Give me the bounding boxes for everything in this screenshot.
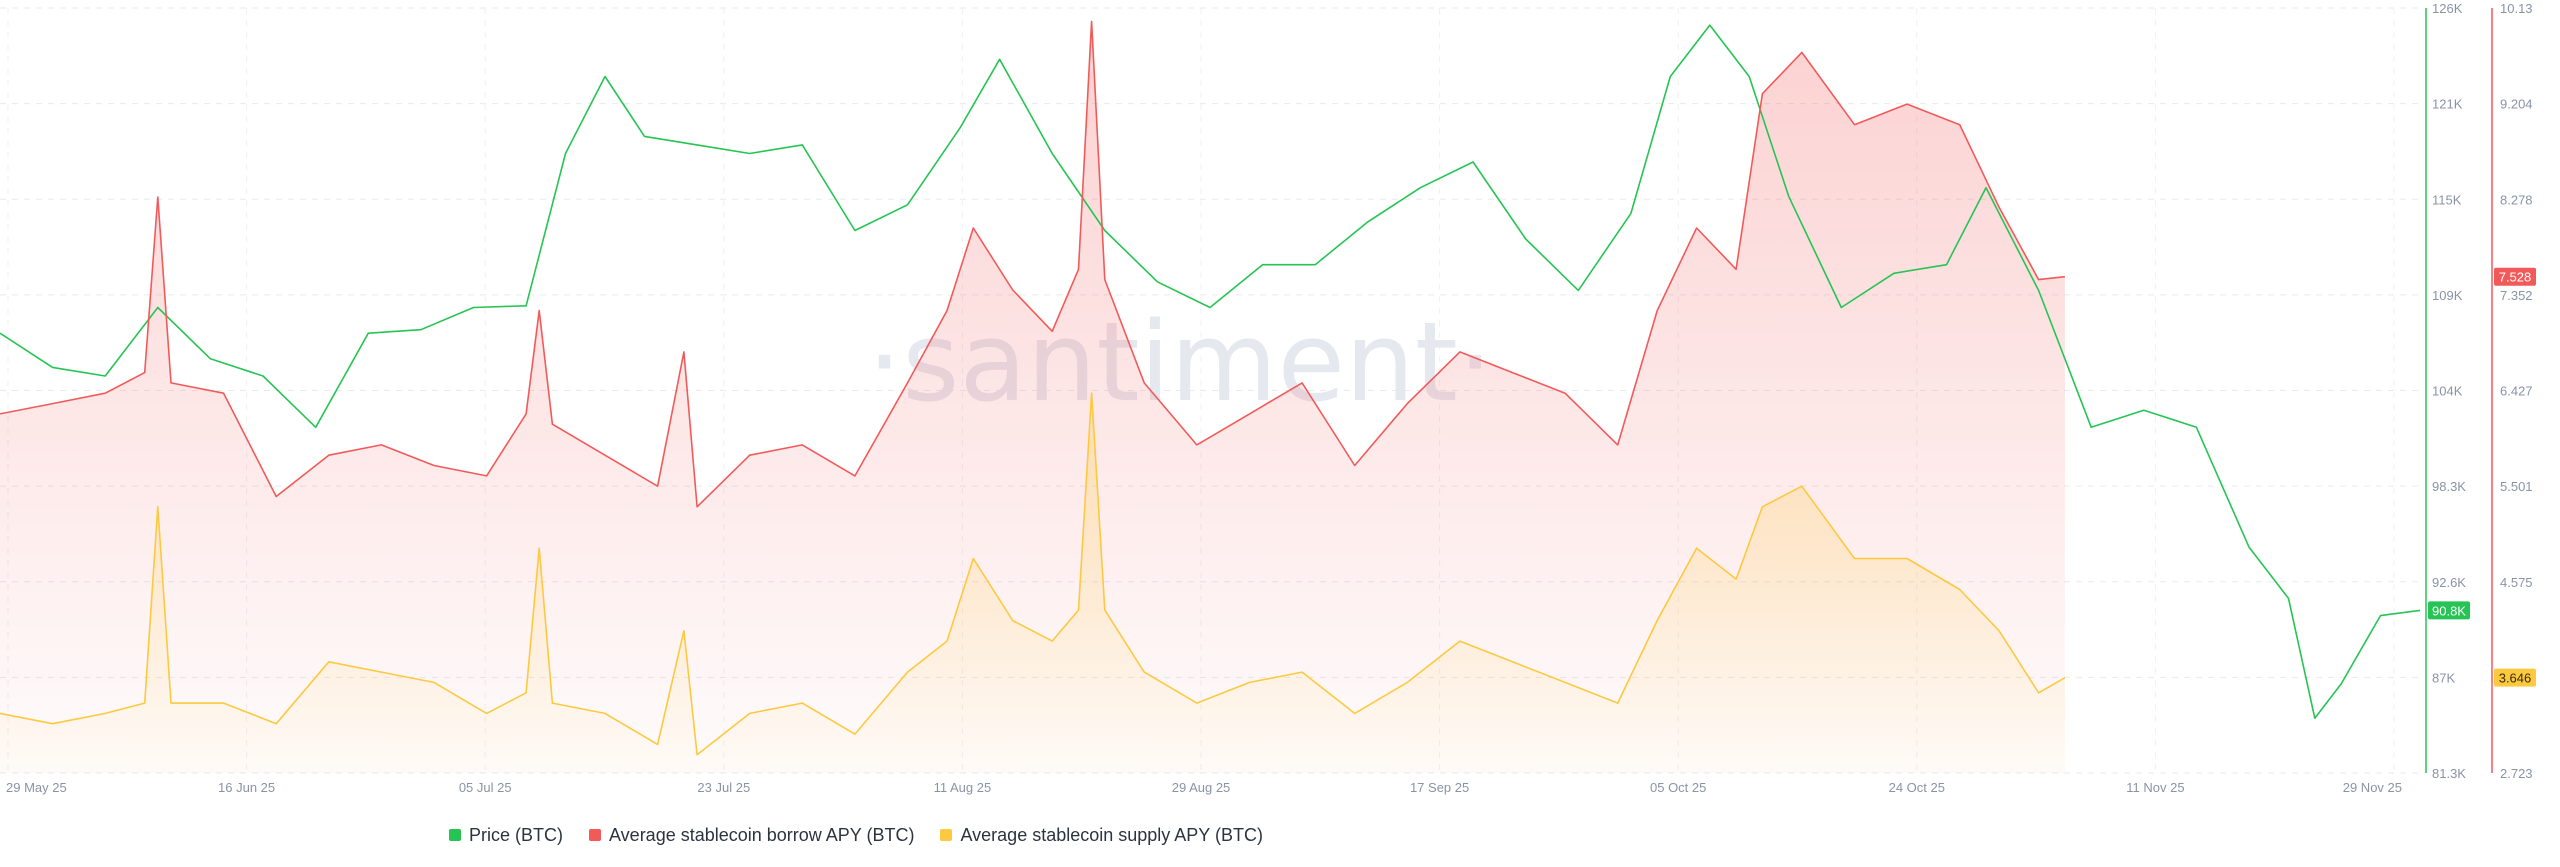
x-tick-label: 11 Aug 25 bbox=[934, 780, 992, 795]
price-tick-label: 104K bbox=[2432, 384, 2463, 399]
x-tick-label: 29 Nov 25 bbox=[2343, 780, 2402, 795]
legend: Price (BTC) Average stablecoin borrow AP… bbox=[0, 822, 1712, 848]
supply-apy-last-value-tag-bg bbox=[2494, 668, 2536, 687]
price-tick-label: 81.3K bbox=[2432, 766, 2466, 781]
borrow-apy-line bbox=[0, 20, 2065, 508]
apy-tick-label: 8.278 bbox=[2500, 192, 2533, 207]
x-tick-label: 11 Nov 25 bbox=[2126, 780, 2184, 795]
legend-swatch-borrow-apy bbox=[589, 829, 601, 841]
apy-tick-label: 7.352 bbox=[2500, 288, 2533, 303]
y-axis-ticks: 126K 121K 115K 109K 104K 98.3K 92.6K 87K 81.3K 10… bbox=[2432, 1, 2533, 781]
x-tick-label: 24 Oct 25 bbox=[1889, 780, 1945, 795]
legend-item-borrow-apy[interactable]: Average stablecoin borrow APY (BTC) bbox=[589, 825, 914, 846]
price-line bbox=[0, 24, 2421, 719]
legend-item-supply-apy[interactable]: Average stablecoin supply APY (BTC) bbox=[940, 825, 1263, 846]
borrow-apy-last-value-tag-text: 7.528 bbox=[2499, 270, 2532, 285]
x-axis-ticks: 29 May 25 16 Jun 25 05 Jul 25 23 Jul 25 11 A… bbox=[6, 780, 2402, 795]
borrow-apy-area bbox=[0, 21, 2065, 773]
last-value-tags: 90.8K 7.528 3.646 bbox=[2428, 267, 2536, 687]
axes bbox=[2425, 8, 2493, 773]
legend-swatch-price bbox=[449, 829, 461, 841]
legend-item-price[interactable]: Price (BTC) bbox=[449, 825, 563, 846]
apy-tick-label: 2.723 bbox=[2500, 766, 2533, 781]
price-last-value-tag-bg bbox=[2428, 601, 2470, 620]
series-areas bbox=[0, 21, 2065, 773]
price-tick-label: 98.3K bbox=[2432, 479, 2466, 494]
x-tick-label: 05 Oct 25 bbox=[1650, 780, 1706, 795]
apy-tick-label: 9.204 bbox=[2500, 97, 2533, 112]
x-tick-label: 05 Jul 25 bbox=[459, 780, 512, 795]
legend-label-supply-apy: Average stablecoin supply APY (BTC) bbox=[960, 824, 1263, 845]
price-tick-label: 121K bbox=[2432, 97, 2463, 112]
borrow-apy-last-value-tag-bg bbox=[2494, 267, 2536, 286]
price-tick-label: 126K bbox=[2432, 1, 2463, 16]
apy-tick-label: 6.427 bbox=[2500, 384, 2533, 399]
x-tick-label: 29 Aug 25 bbox=[1172, 780, 1231, 795]
supply-apy-last-value-tag-text: 3.646 bbox=[2499, 671, 2532, 686]
legend-label-borrow-apy: Average stablecoin borrow APY (BTC) bbox=[609, 824, 915, 845]
apy-tick-label: 4.575 bbox=[2500, 575, 2533, 590]
apy-tick-label: 10.13 bbox=[2500, 1, 2533, 16]
price-last-value-tag-text: 90.8K bbox=[2432, 603, 2466, 618]
supply-apy-area bbox=[0, 393, 2065, 773]
price-tick-label: 92.6K bbox=[2432, 575, 2466, 590]
x-tick-label: 29 May 25 bbox=[6, 780, 67, 795]
legend-swatch-supply-apy bbox=[940, 829, 953, 841]
price-tick-label: 87K bbox=[2432, 670, 2455, 685]
legend-label-price: Price (BTC) bbox=[469, 824, 563, 845]
price-tick-label: 115K bbox=[2432, 192, 2462, 207]
price-tick-label: 109K bbox=[2432, 288, 2463, 303]
series-lines bbox=[0, 20, 2421, 756]
x-tick-label: 23 Jul 25 bbox=[697, 780, 750, 795]
supply-apy-line bbox=[0, 392, 2066, 756]
x-tick-label: 17 Sep 25 bbox=[1410, 780, 1469, 795]
x-tick-label: 16 Jun 25 bbox=[218, 780, 275, 795]
apy-tick-label: 5.501 bbox=[2500, 479, 2533, 494]
